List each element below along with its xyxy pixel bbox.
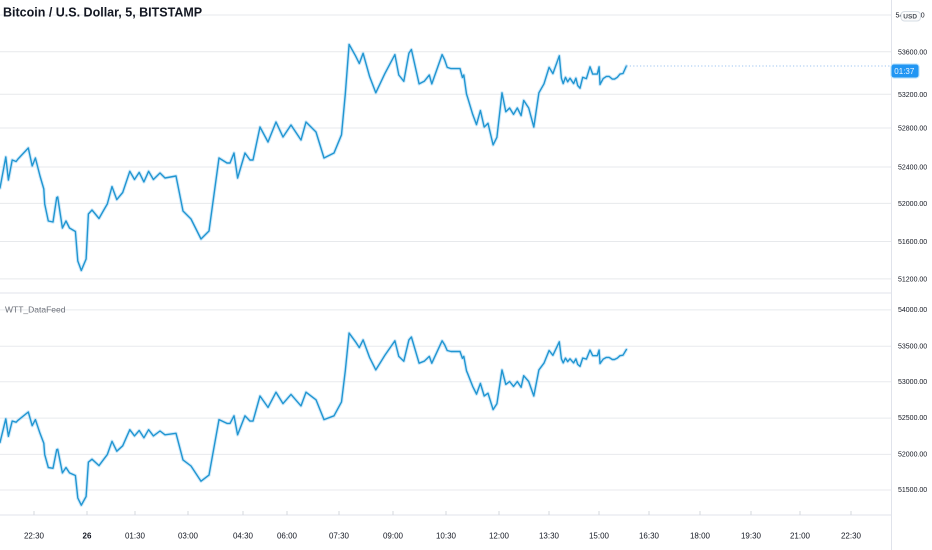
svg-text:12:00: 12:00 xyxy=(489,532,510,541)
svg-text:52400.00: 52400.00 xyxy=(898,165,927,172)
svg-text:53600.00: 53600.00 xyxy=(898,50,927,57)
svg-text:10:30: 10:30 xyxy=(436,532,457,541)
svg-text:22:30: 22:30 xyxy=(24,532,45,541)
svg-text:01:37: 01:37 xyxy=(894,67,915,76)
svg-text:USD: USD xyxy=(903,14,917,21)
svg-text:01:30: 01:30 xyxy=(125,532,146,541)
svg-text:52000.00: 52000.00 xyxy=(898,201,927,208)
svg-text:18:00: 18:00 xyxy=(690,532,711,541)
svg-text:16:30: 16:30 xyxy=(639,532,660,541)
svg-text:26: 26 xyxy=(83,532,92,541)
svg-text:09:00: 09:00 xyxy=(383,532,404,541)
svg-text:53500.00: 53500.00 xyxy=(898,343,927,350)
svg-text:03:00: 03:00 xyxy=(178,532,199,541)
svg-text:51200.00: 51200.00 xyxy=(898,277,927,284)
svg-text:13:30: 13:30 xyxy=(539,532,560,541)
svg-text:Bitcoin / U.S. Dollar, 5, BITS: Bitcoin / U.S. Dollar, 5, BITSTAMP xyxy=(3,6,202,20)
svg-text:19:30: 19:30 xyxy=(741,532,762,541)
svg-text:51600.00: 51600.00 xyxy=(898,239,927,246)
svg-text:52000.00: 52000.00 xyxy=(898,451,927,458)
svg-text:53000.00: 53000.00 xyxy=(898,379,927,386)
svg-text:52500.00: 52500.00 xyxy=(898,415,927,422)
svg-text:07:30: 07:30 xyxy=(329,532,350,541)
svg-text:15:00: 15:00 xyxy=(589,532,610,541)
svg-text:06:00: 06:00 xyxy=(277,532,298,541)
svg-text:04:30: 04:30 xyxy=(233,532,254,541)
svg-text:WTT_DataFeed: WTT_DataFeed xyxy=(5,305,66,315)
svg-text:51500.00: 51500.00 xyxy=(898,487,927,494)
svg-text:54000.00: 54000.00 xyxy=(898,307,927,314)
svg-text:52800.00: 52800.00 xyxy=(898,126,927,133)
svg-text:22:30: 22:30 xyxy=(841,532,862,541)
svg-text:21:00: 21:00 xyxy=(790,532,811,541)
svg-text:53200.00: 53200.00 xyxy=(898,92,927,99)
